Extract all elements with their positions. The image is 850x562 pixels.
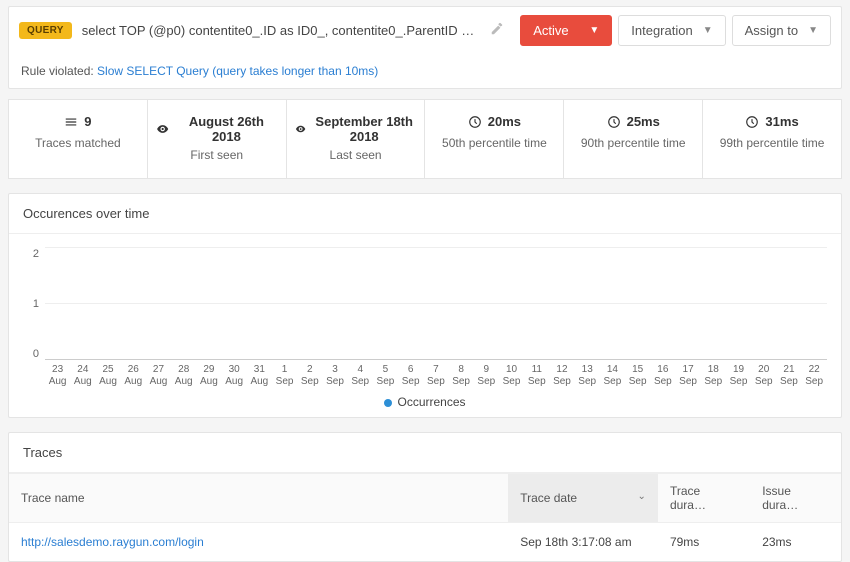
x-tick: 20Sep: [751, 364, 776, 387]
x-tick: 13Sep: [575, 364, 600, 387]
clock-icon: [468, 115, 482, 129]
stat-value: 20ms: [488, 114, 521, 129]
trace-duration: 79ms: [658, 523, 750, 562]
chart-y-axis: 2 1 0: [23, 248, 39, 360]
edit-icon[interactable]: [490, 22, 504, 39]
integration-label: Integration: [631, 23, 692, 38]
chart-x-axis: 23Aug24Aug25Aug26Aug27Aug28Aug29Aug30Aug…: [45, 364, 827, 387]
traces-column-header[interactable]: Trace dura…: [658, 474, 750, 523]
stat-cell: 31ms 99th percentile time: [703, 100, 841, 178]
stat-value: 9: [84, 114, 91, 129]
x-tick: 3Sep: [322, 364, 347, 387]
query-header: QUERY select TOP (@p0) contentite0_.ID a…: [8, 6, 842, 54]
x-tick: 12Sep: [549, 364, 574, 387]
y-tick: 1: [23, 298, 39, 310]
stat-label: First seen: [156, 148, 278, 162]
trace-link[interactable]: http://salesdemo.raygun.com/login: [21, 535, 204, 549]
stat-value: August 26th 2018: [175, 114, 278, 144]
x-tick: 7Sep: [423, 364, 448, 387]
x-tick: 1Sep: [272, 364, 297, 387]
rule-violated-row: Rule violated: Slow SELECT Query (query …: [8, 54, 842, 89]
eye-icon: [295, 122, 306, 136]
x-tick: 24Aug: [70, 364, 95, 387]
stat-value: 25ms: [627, 114, 660, 129]
x-tick: 21Sep: [776, 364, 801, 387]
query-text: select TOP (@p0) contentite0_.ID as ID0_…: [82, 23, 481, 38]
x-tick: 31Aug: [247, 364, 272, 387]
x-tick: 30Aug: [222, 364, 247, 387]
stat-value: September 18th 2018: [312, 114, 417, 144]
stat-label: Last seen: [295, 148, 417, 162]
x-tick: 25Aug: [95, 364, 120, 387]
chevron-down-icon: ⌄: [638, 491, 646, 502]
stat-value: 31ms: [765, 114, 798, 129]
traces-column-header[interactable]: Trace name: [9, 474, 508, 523]
clock-icon: [745, 115, 759, 129]
x-tick: 15Sep: [625, 364, 650, 387]
chart-title: Occurences over time: [9, 194, 841, 234]
stat-label: 99th percentile time: [711, 136, 833, 150]
status-active-label: Active: [533, 23, 568, 38]
y-tick: 0: [23, 348, 39, 360]
list-icon: [64, 115, 78, 129]
traces-table: Trace nameTrace date⌄Trace dura…Issue du…: [9, 473, 841, 561]
assign-to-button[interactable]: Assign to ▼: [732, 15, 831, 46]
eye-icon: [156, 122, 169, 136]
chevron-down-icon: ▼: [808, 25, 818, 36]
stat-label: Traces matched: [17, 136, 139, 150]
legend-label: Occurrences: [397, 395, 465, 409]
x-tick: 28Aug: [171, 364, 196, 387]
x-tick: 27Aug: [146, 364, 171, 387]
rule-violated-label: Rule violated:: [21, 64, 97, 78]
assign-to-label: Assign to: [745, 23, 798, 38]
x-tick: 10Sep: [499, 364, 524, 387]
x-tick: 16Sep: [650, 364, 675, 387]
x-tick: 17Sep: [675, 364, 700, 387]
stats-row: 9 Traces matched August 26th 2018 First see…: [8, 99, 842, 179]
chart-legend: Occurrences: [23, 395, 827, 409]
x-tick: 9Sep: [474, 364, 499, 387]
integration-button[interactable]: Integration ▼: [618, 15, 725, 46]
x-tick: 19Sep: [726, 364, 751, 387]
traces-title: Traces: [9, 433, 841, 473]
table-row: http://salesdemo.raygun.com/login Sep 18t…: [9, 523, 841, 562]
traces-column-header[interactable]: Trace date⌄: [508, 474, 658, 523]
x-tick: 6Sep: [398, 364, 423, 387]
stat-cell: 9 Traces matched: [9, 100, 148, 178]
chart-body: 210 23Aug24Aug25Aug26Aug27Aug28Aug29Aug3…: [9, 234, 841, 417]
x-tick: 22Sep: [802, 364, 827, 387]
stat-cell: August 26th 2018 First seen: [148, 100, 287, 178]
stat-cell: 20ms 50th percentile time: [425, 100, 564, 178]
x-tick: 23Aug: [45, 364, 70, 387]
rule-violated-link[interactable]: Slow SELECT Query (query takes longer th…: [97, 64, 378, 78]
occurrences-chart-card: Occurences over time 2 1 0 23Aug24Aug25Aug…: [8, 193, 842, 418]
chevron-down-icon: ▼: [703, 25, 713, 36]
clock-icon: [607, 115, 621, 129]
stat-cell: 25ms 90th percentile time: [564, 100, 703, 178]
x-tick: 26Aug: [121, 364, 146, 387]
x-tick: 14Sep: [600, 364, 625, 387]
x-tick: 5Sep: [373, 364, 398, 387]
x-tick: 2Sep: [297, 364, 322, 387]
trace-date: Sep 18th 3:17:08 am: [508, 523, 658, 562]
stat-cell: September 18th 2018 Last seen: [287, 100, 426, 178]
stat-label: 50th percentile time: [433, 136, 555, 150]
traces-card: Traces Trace nameTrace date⌄Trace dura…I…: [8, 432, 842, 562]
chevron-down-icon: ▼: [589, 25, 599, 36]
x-tick: 18Sep: [701, 364, 726, 387]
legend-dot-icon: [384, 399, 392, 407]
traces-column-header[interactable]: Issue dura…: [750, 474, 841, 523]
x-tick: 29Aug: [196, 364, 221, 387]
chart-plot: [45, 248, 827, 360]
x-tick: 8Sep: [449, 364, 474, 387]
issue-duration: 23ms: [750, 523, 841, 562]
x-tick: 4Sep: [348, 364, 373, 387]
y-tick: 2: [23, 248, 39, 260]
stat-label: 90th percentile time: [572, 136, 694, 150]
query-tag: QUERY: [19, 22, 72, 39]
status-active-button[interactable]: Active ▼: [520, 15, 612, 46]
x-tick: 11Sep: [524, 364, 549, 387]
